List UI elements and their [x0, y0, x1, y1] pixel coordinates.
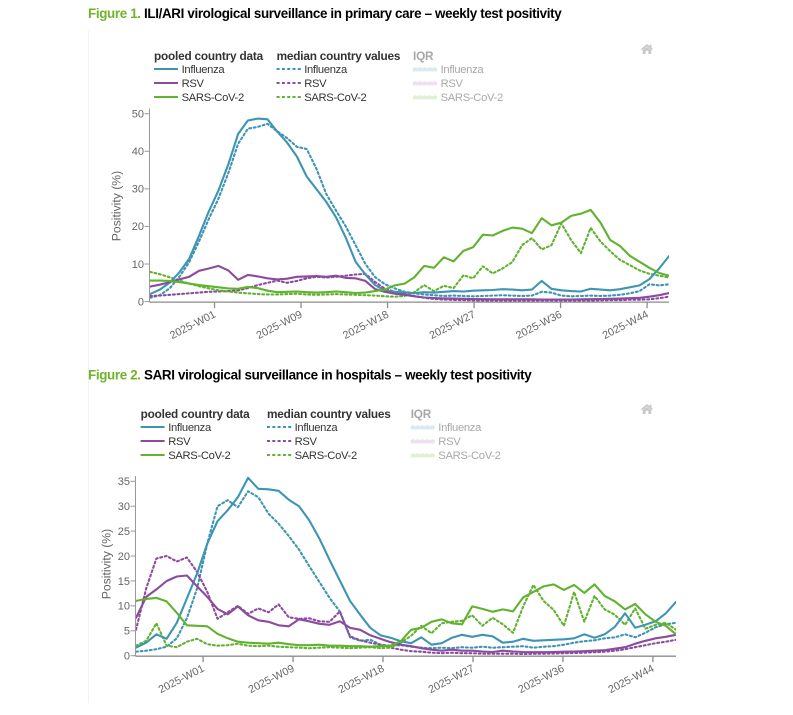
svg-text:20: 20	[118, 551, 130, 563]
svg-text:10: 10	[118, 601, 130, 613]
svg-text:median country values: median country values	[267, 407, 391, 421]
svg-text:35: 35	[118, 476, 130, 488]
svg-text:Figure 1. ILI/ARI virological: Figure 1. ILI/ARI virological surveillan…	[88, 6, 562, 21]
svg-text:IQR: IQR	[411, 407, 432, 421]
svg-text:30: 30	[118, 501, 130, 513]
svg-text:50: 50	[132, 109, 144, 121]
svg-text:RSV: RSV	[182, 78, 205, 90]
svg-text:SARS-CoV-2: SARS-CoV-2	[182, 92, 244, 104]
svg-text:IQR: IQR	[413, 49, 434, 63]
svg-text:SARS-CoV-2: SARS-CoV-2	[168, 450, 230, 462]
svg-text:RSV: RSV	[168, 436, 191, 448]
svg-text:median country values: median country values	[277, 49, 401, 63]
svg-text:0: 0	[124, 651, 130, 663]
svg-text:pooled country data: pooled country data	[154, 49, 264, 63]
svg-text:25: 25	[118, 526, 130, 538]
svg-text:Positivity (%): Positivity (%)	[100, 529, 114, 599]
svg-text:Influenza: Influenza	[441, 64, 485, 76]
svg-text:Figure 2. SARI virological sur: Figure 2. SARI virological surveillance …	[88, 367, 532, 382]
svg-text:10: 10	[132, 259, 144, 271]
svg-text:RSV: RSV	[441, 78, 464, 90]
svg-text:pooled country data: pooled country data	[141, 407, 251, 421]
svg-text:RSV: RSV	[304, 78, 327, 90]
svg-text:SARS-CoV-2: SARS-CoV-2	[304, 92, 366, 104]
svg-text:20: 20	[132, 221, 144, 233]
svg-text:Influenza: Influenza	[295, 422, 339, 434]
svg-text:SARS-CoV-2: SARS-CoV-2	[441, 92, 503, 104]
svg-text:RSV: RSV	[295, 436, 318, 448]
svg-text:5: 5	[124, 626, 130, 638]
svg-text:SARS-CoV-2: SARS-CoV-2	[438, 450, 500, 462]
svg-text:RSV: RSV	[438, 436, 461, 448]
svg-text:Influenza: Influenza	[438, 422, 482, 434]
svg-text:Positivity (%): Positivity (%)	[110, 171, 124, 241]
svg-text:Influenza: Influenza	[182, 64, 226, 76]
svg-text:Influenza: Influenza	[168, 422, 212, 434]
svg-text:40: 40	[132, 146, 144, 158]
svg-text:0: 0	[138, 296, 144, 308]
svg-text:SARS-CoV-2: SARS-CoV-2	[295, 450, 357, 462]
svg-text:15: 15	[118, 576, 130, 588]
svg-text:Influenza: Influenza	[304, 64, 348, 76]
svg-text:30: 30	[132, 184, 144, 196]
